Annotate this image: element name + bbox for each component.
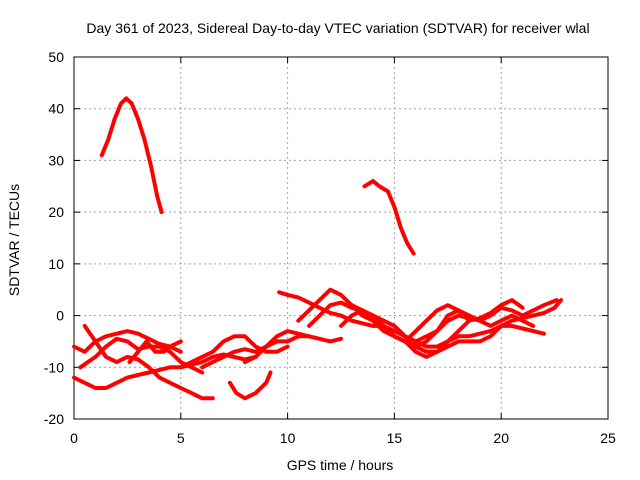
x-tick-label: 20: [493, 430, 509, 446]
y-tick-label: 40: [48, 101, 64, 117]
series-arc-3: [72, 329, 183, 354]
grid: [74, 57, 608, 419]
x-tick-label: 10: [280, 430, 296, 446]
x-axis-label: GPS time / hours: [287, 457, 394, 473]
y-tick-label: 20: [48, 204, 64, 220]
series-group: [72, 96, 563, 401]
y-tick-label: 50: [48, 49, 64, 65]
series-arc-14: [307, 298, 563, 359]
y-tick-label: -10: [44, 359, 64, 375]
series-arc-9: [200, 334, 311, 370]
series-arc-5: [82, 323, 215, 401]
x-tick-label: 15: [387, 430, 403, 446]
y-tick-label: 30: [48, 152, 64, 168]
plot-frame: [73, 56, 609, 420]
y-tick-label: -20: [44, 411, 64, 427]
x-tick-label: 0: [70, 430, 78, 446]
y-axis-label: SDTVAR / TECUs: [6, 184, 22, 296]
series-arc-10: [227, 370, 273, 401]
series-arc-16: [349, 303, 536, 349]
series-arc-7: [127, 339, 183, 365]
y-tick-label: 10: [48, 256, 64, 272]
series-arc-8: [178, 334, 290, 370]
series-arc-1: [99, 96, 164, 215]
axis-ticks: 0 5 10 15 20 25 -20 -10 0 10 20 30 40 50: [44, 49, 616, 446]
series-arc-2: [362, 179, 416, 256]
x-tick-label: 5: [177, 430, 185, 446]
y-tick-label: 0: [56, 308, 64, 324]
x-tick-label: 25: [600, 430, 616, 446]
series-arc-11: [242, 329, 343, 365]
chart-title: Day 361 of 2023, Sidereal Day-to-day VTE…: [86, 20, 589, 36]
series-arc-17: [403, 298, 525, 344]
